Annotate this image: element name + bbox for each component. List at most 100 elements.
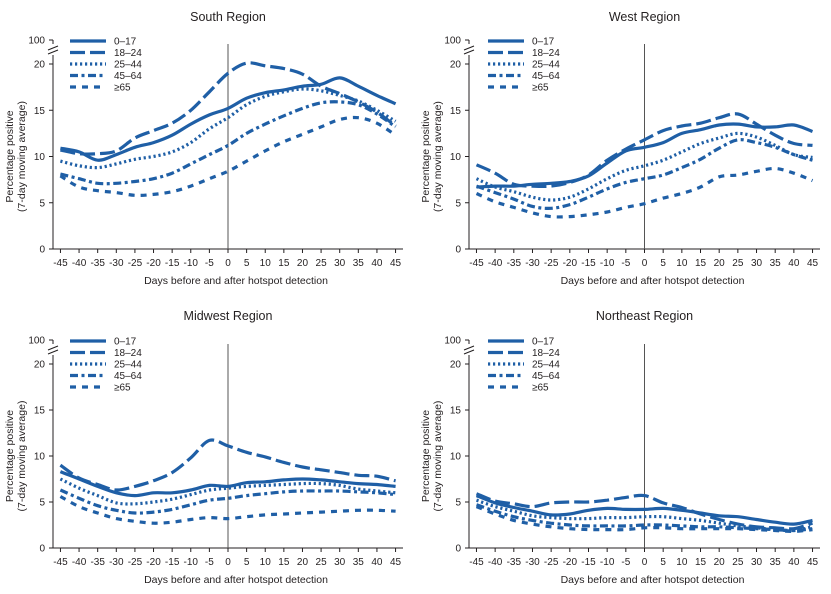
y-axis-label: (7-day moving average) [432,101,444,212]
x-axis-label: Days before and after hotspot detection [144,275,328,287]
axis-break-mark [47,49,59,55]
series-line-45–64 [475,138,813,210]
legend-label: 18–24 [532,348,560,359]
x-axis-label: Days before and after hotspot detection [561,574,745,586]
y-axis-label: (7-day moving average) [16,101,28,212]
y-tick-label: 0 [39,544,45,555]
x-tick-label: -15 [165,557,180,568]
legend-label: ≥65 [532,83,549,94]
panel-title: West Region [609,10,680,24]
x-tick-label: 10 [676,557,688,568]
legend-label: 0–17 [114,337,137,348]
series-line-25–44 [59,87,397,170]
series-line-18–24 [60,61,397,156]
axis-break-mark [47,349,59,355]
x-tick-label: 10 [676,258,688,269]
x-tick-label: -25 [128,557,143,568]
y-tick-label: 10 [450,152,462,163]
y-tick-label: 20 [34,360,46,371]
x-tick-label: -5 [621,258,630,269]
x-tick-label: -30 [525,258,540,269]
x-tick-label: -5 [205,258,214,269]
y-tick-label: 0 [455,544,461,555]
x-tick-label: 25 [316,258,328,269]
y-tick-label-break: 100 [444,336,461,347]
x-tick-label: 5 [244,557,250,568]
y-tick-label: 10 [450,452,462,463]
axis-break-mark [463,349,475,355]
x-tick-label: 30 [751,557,763,568]
x-tick-label: 35 [353,557,365,568]
x-tick-label: -15 [165,258,180,269]
x-tick-label: -45 [53,258,68,269]
x-tick-label: 20 [297,557,309,568]
series-line-45–64 [476,503,813,533]
x-tick-label: 10 [260,557,272,568]
x-tick-label: 30 [751,258,763,269]
legend-label: 45–64 [114,71,142,82]
x-tick-label: 35 [770,557,782,568]
legend-label: 18–24 [532,48,560,59]
x-tick-label: 30 [334,557,346,568]
panel-title: South Region [190,10,266,24]
legend-label: 0–17 [532,337,555,348]
x-tick-label: 30 [334,258,346,269]
y-tick-label: 15 [450,106,462,117]
axis-break-mark [47,45,59,51]
series-line-25–44 [475,131,813,202]
x-tick-label: -20 [563,557,578,568]
x-tick-label: -5 [205,557,214,568]
x-tick-label: -25 [544,258,559,269]
panel-title: Northeast Region [596,309,693,323]
legend-label: 45–64 [532,71,560,82]
x-tick-label: -15 [581,557,596,568]
x-tick-label: -10 [600,557,615,568]
x-tick-label: -10 [184,557,199,568]
legend-label: 45–64 [532,371,560,382]
legend-label: 0–17 [532,37,555,48]
panel-title: Midwest Region [184,309,273,323]
x-tick-label: 15 [695,258,707,269]
y-tick-label: 15 [450,406,462,417]
x-tick-label: -45 [469,557,484,568]
legend-label: ≥65 [114,383,131,394]
legend-label: 25–44 [114,60,142,71]
y-axis-label: Percentage positive [420,110,432,202]
x-tick-label: -10 [600,258,615,269]
y-tick-label: 5 [455,498,461,509]
x-tick-label: 5 [660,557,666,568]
y-tick-label: 15 [34,406,46,417]
legend-label: 25–44 [532,360,560,371]
y-tick-label: 5 [39,198,45,209]
x-tick-label: -15 [581,258,596,269]
axis-break-mark [463,49,475,55]
x-tick-label: -35 [90,557,105,568]
y-axis-label: Percentage positive [4,410,16,502]
x-tick-label: 20 [714,258,726,269]
x-tick-label: 0 [642,557,648,568]
series-line-0–17 [475,494,813,526]
y-axis-label: Percentage positive [420,410,432,502]
x-tick-label: -30 [109,557,124,568]
series-line-18–24 [475,492,813,531]
y-tick-label-break: 100 [28,36,45,47]
x-tick-label: 35 [353,258,365,269]
x-tick-label: 40 [371,258,383,269]
x-tick-label: -35 [507,557,522,568]
x-tick-label: -40 [72,557,87,568]
x-tick-label: 25 [732,557,744,568]
x-tick-label: 40 [371,557,383,568]
series-line-25–44 [475,498,813,533]
x-tick-label: -45 [53,557,68,568]
x-tick-label: 5 [660,258,666,269]
x-tick-label: 0 [642,258,648,269]
x-tick-label: 20 [714,557,726,568]
legend-label: ≥65 [114,83,131,94]
legend-label: 25–44 [114,360,142,371]
x-tick-label: -40 [488,258,503,269]
